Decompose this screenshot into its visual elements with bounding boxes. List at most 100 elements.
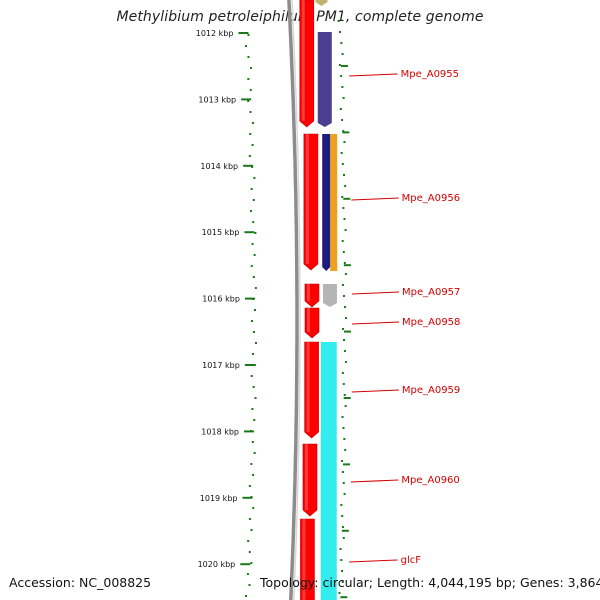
gc-skew-dot (339, 31, 342, 33)
accession-info: Accession: NC_008825 (9, 575, 151, 590)
gc-skew-dot (343, 438, 346, 440)
gc-dot (250, 529, 253, 531)
gc-dot (244, 45, 247, 47)
gc-dot (251, 320, 253, 322)
gc-skew-dot (341, 53, 344, 55)
gc-dot (250, 265, 253, 267)
gc-dot (248, 485, 251, 487)
gc-skew-dot (342, 251, 345, 253)
gc-dot (253, 452, 256, 454)
gc-dot (250, 188, 253, 190)
gc-dot (250, 210, 253, 212)
gene-highlight (305, 134, 309, 264)
gc-dot (247, 540, 250, 542)
gc-dot (248, 584, 251, 586)
gene-highlight (306, 342, 310, 432)
gc-skew-dot (344, 273, 347, 275)
gc-skew-dot (344, 361, 347, 363)
gc-skew-dot (343, 493, 346, 495)
gc-skew-dot (341, 570, 344, 572)
gc-skew-dot (340, 559, 343, 561)
gene-label: Mpe_A0960 (401, 475, 459, 486)
forward-gene-ring (299, 0, 320, 600)
gc-dot (253, 419, 256, 421)
cog-feature-block (317, 32, 332, 127)
gc-dot (246, 573, 249, 575)
gc-skew-dot (341, 163, 344, 165)
gc-skew-dot (340, 504, 343, 506)
kbp-label: 1020 kbp (198, 560, 236, 569)
gc-skew-dot (343, 141, 346, 143)
gc-skew-dot (342, 130, 345, 132)
kbp-label: 1017 kbp (202, 361, 240, 370)
gc-dot (253, 254, 256, 256)
kbp-label: 1018 kbp (201, 427, 239, 436)
gc-skew-dot (340, 75, 343, 77)
gc-dot (250, 375, 253, 377)
gc-dot (250, 562, 253, 564)
gene-highlight (306, 284, 310, 301)
label-leader-line (350, 479, 399, 483)
gc-skew-dot (342, 207, 345, 209)
gc-dot (244, 595, 247, 597)
gc-skew-dot (343, 218, 346, 220)
kbp-label: 1015 kbp (202, 228, 240, 237)
gc-skew-dot (340, 42, 343, 44)
gc-content-ring (244, 34, 257, 597)
gene-highlight (301, 0, 305, 121)
gc-dot (247, 56, 250, 58)
gc-skew-dot (340, 152, 343, 154)
label-leader-line (351, 389, 399, 393)
kbp-scale: 1012 kbp 1013 kbp 1014 kbp 1015 kbp 1016 kbp… (196, 29, 351, 599)
genes-value: 3,864 (567, 575, 600, 590)
gene-label: Mpe_A0959 (402, 385, 460, 396)
gc-skew-dot (342, 295, 345, 297)
gc-skew-dot (342, 482, 345, 484)
gene-highlight (304, 444, 308, 510)
gc-skew-dot (343, 306, 346, 308)
kbp-label: 1012 kbp (196, 29, 234, 38)
gc-skew-dot (344, 405, 347, 407)
gc-skew-dot (342, 427, 345, 429)
gc-skew-dot (342, 174, 345, 176)
gc-dot (248, 155, 251, 157)
gc-skew-dot (341, 240, 344, 242)
cog-feature-block (320, 342, 337, 600)
gene-labels: Mpe_A0955 Mpe_A0956 Mpe_A0957 Mpe_A0958 Mpe_… (349, 69, 460, 566)
gc-dot (254, 287, 257, 289)
gc-skew-dot (342, 383, 345, 385)
gc-skew-dot (341, 196, 344, 198)
gc-skew-dot (341, 471, 344, 473)
gc-dot (252, 276, 255, 278)
gc-skew-dot (341, 515, 344, 517)
gene-highlight (306, 308, 310, 332)
cog-feature-block (315, 0, 328, 6)
gc-dot (247, 34, 250, 36)
gc-dot (252, 507, 255, 509)
gc-skew-dot (341, 526, 344, 528)
label-leader-line (351, 291, 400, 295)
length-label: Length: (376, 575, 425, 590)
gc-dot (254, 232, 257, 234)
gc-dot (252, 199, 255, 201)
kbp-label: 1016 kbp (202, 295, 240, 304)
gc-skew-dot (342, 339, 345, 341)
label-leader-line (351, 321, 400, 325)
gc-skew-dot (343, 262, 346, 264)
gc-dot (253, 177, 256, 179)
gc-dot (251, 122, 254, 124)
gc-skew-dot (341, 86, 344, 88)
gc-skew-dot (337, 20, 340, 22)
gc-dot (253, 364, 256, 366)
kbp-label: 1013 kbp (198, 95, 236, 104)
genome-summary: Topology: circular; Length: 4,044,195 bp… (260, 575, 600, 590)
label-leader-line (349, 559, 398, 563)
gc-dot (251, 353, 254, 355)
label-leader-line (349, 73, 398, 77)
accession-value: NC_008825 (79, 575, 152, 590)
gc-skew-ring (337, 20, 347, 594)
gene-label: Mpe_A0958 (402, 317, 460, 328)
gc-skew-dot (338, 592, 341, 594)
gc-dot (251, 408, 254, 410)
